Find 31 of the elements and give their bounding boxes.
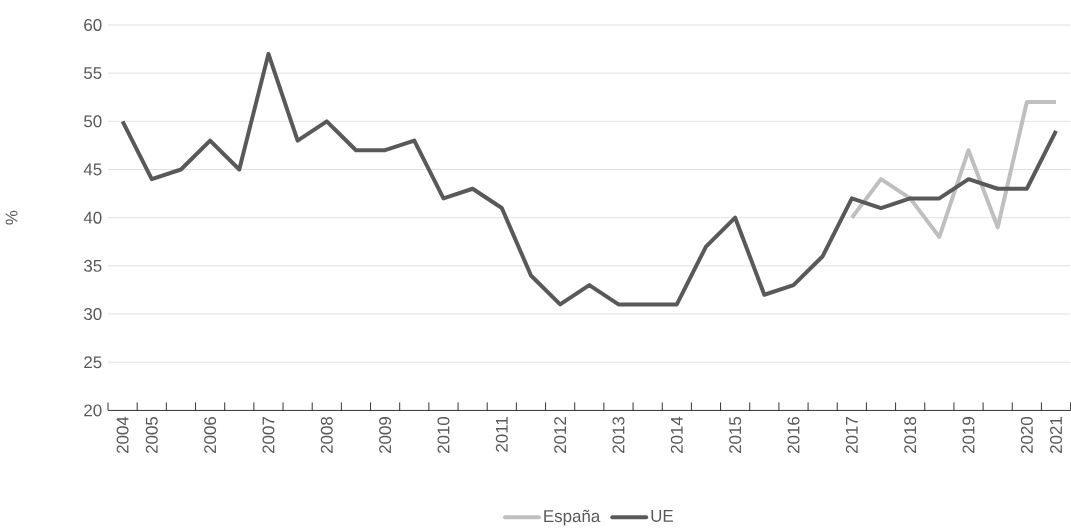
y-axis-title: % [5, 210, 18, 225]
x-tick-label: 2009 [379, 416, 392, 453]
x-tick-label: 2007 [262, 416, 275, 453]
x-tick-label: 2010 [437, 416, 450, 453]
y-tick-label: 40 [83, 211, 102, 224]
x-tick-label: 2004 [116, 416, 129, 453]
y-tick-label: 50 [84, 115, 102, 128]
x-tick-label: 2006 [204, 416, 217, 453]
x-tick-label: 2018 [904, 416, 917, 453]
x-tick-label: 2013 [612, 416, 625, 453]
line-series [849, 99, 1059, 239]
x-tick-label: 2008 [320, 416, 333, 453]
y-tick-label: 55 [84, 67, 102, 79]
y-tick-label: 60 [84, 18, 102, 31]
y-tick-label: 45 [83, 163, 102, 176]
x-tick-label: 2019 [962, 416, 975, 453]
x-tick-label: 2015 [729, 416, 742, 453]
y-tick-label: 20 [84, 404, 102, 417]
x-tick-label: 2016 [787, 416, 800, 453]
x-tick-label: 2005 [145, 416, 158, 453]
x-tick-label: 2021 [1050, 416, 1063, 453]
legend-label: UE [651, 509, 673, 522]
y-tick-label: 35 [84, 259, 102, 272]
x-tick-label: 2017 [845, 416, 858, 453]
x-tick-label: 2020 [1020, 416, 1033, 453]
x-tick-label: 2011 [495, 416, 508, 452]
x-tick-label: 2012 [554, 416, 567, 453]
x-tick-label: 2014 [670, 416, 683, 453]
y-tick-label: 30 [84, 307, 102, 320]
legend-label: España [544, 509, 601, 526]
y-tick-label: 25 [84, 356, 102, 369]
